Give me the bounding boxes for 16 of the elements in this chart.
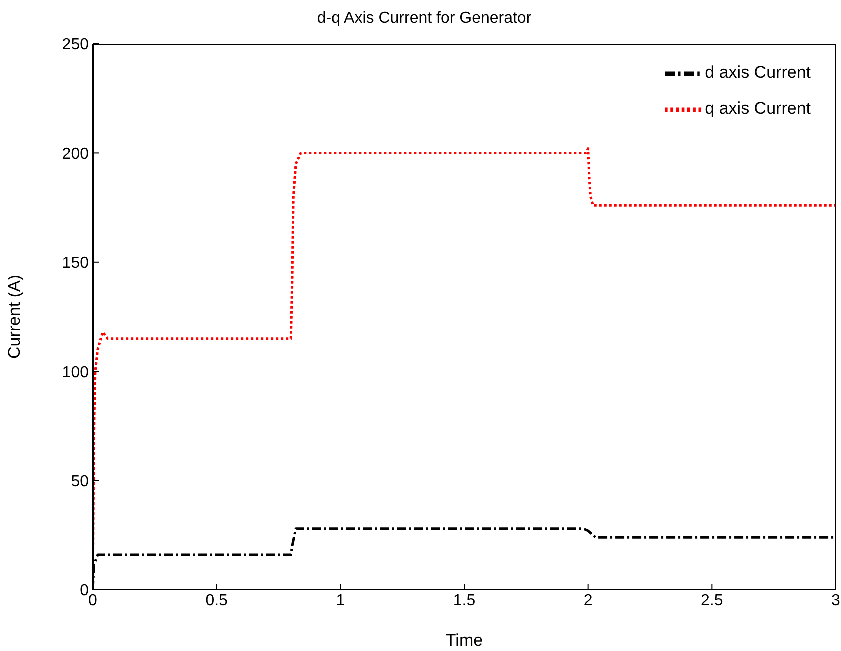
legend-label: d axis Current [705, 63, 811, 82]
x-tick-label: 1.5 [453, 592, 476, 610]
y-tick-label: 150 [62, 255, 90, 272]
y-tick-label: 250 [62, 36, 90, 54]
x-tick-label: 1 [336, 592, 346, 610]
y-tick-label: 100 [62, 364, 90, 382]
x-tick-label: 2.5 [701, 592, 724, 610]
legend-label: q axis Current [705, 99, 811, 118]
x-tick-label: 3 [832, 592, 841, 610]
chart-title: d-q Axis Current for Generator [316, 10, 533, 28]
x-axis-title: Time [446, 631, 484, 650]
x-tick-label: 2 [584, 592, 593, 610]
y-tick-label: 50 [71, 473, 90, 490]
x-tick-label: 0.5 [206, 592, 228, 610]
y-tick-label: 200 [62, 146, 90, 163]
y-axis-title: Current (A) [5, 274, 24, 360]
